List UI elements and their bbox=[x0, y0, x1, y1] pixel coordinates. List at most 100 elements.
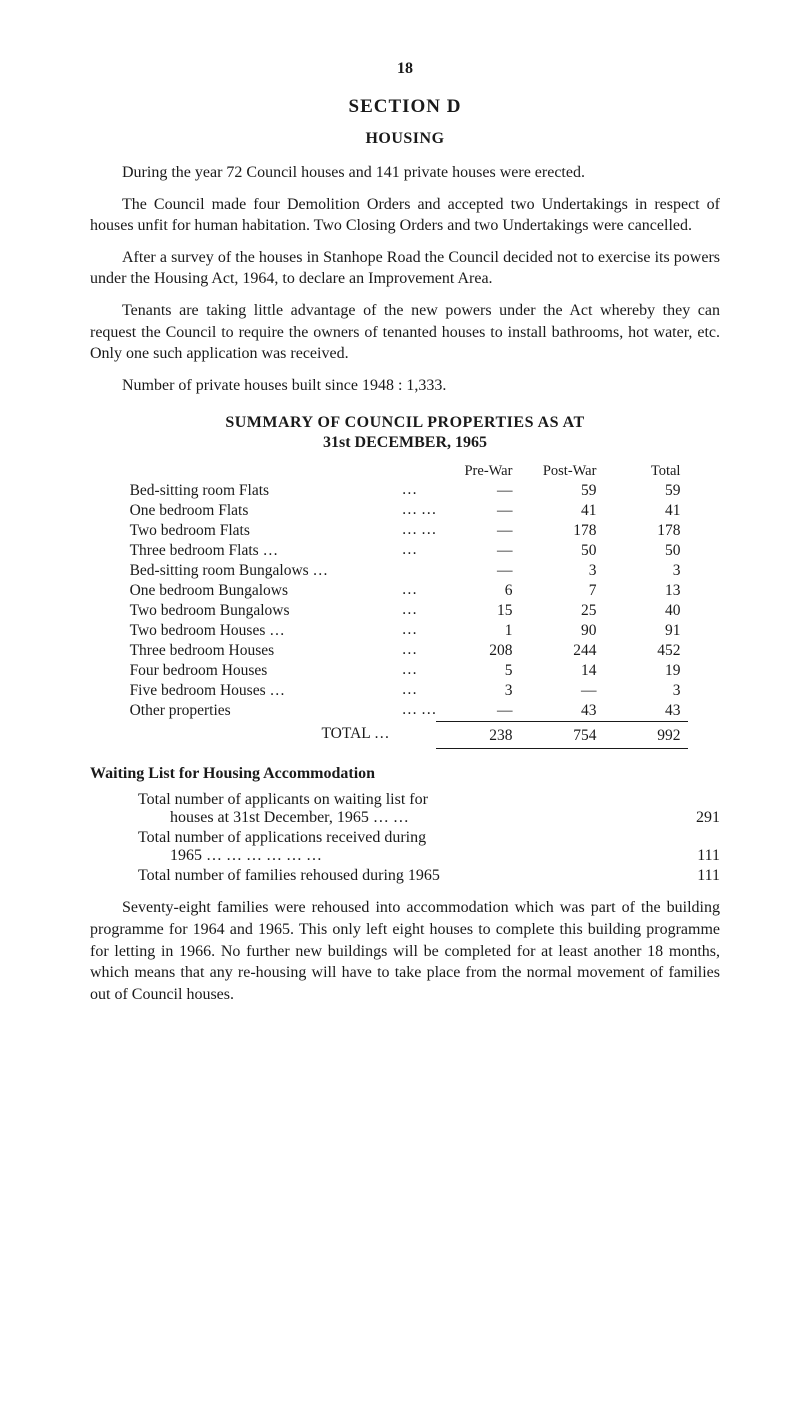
housing-heading: HOUSING bbox=[90, 130, 720, 148]
row-total: 59 bbox=[604, 481, 688, 501]
row-dots: … bbox=[402, 581, 437, 601]
row-dots: … bbox=[402, 481, 437, 501]
row-postwar: — bbox=[520, 681, 604, 701]
waiting-row-2-text: Total number of applications received du… bbox=[138, 829, 670, 865]
row-label: Two bedroom Bungalows bbox=[122, 601, 402, 621]
waiting-row-3: Total number of families rehoused during… bbox=[138, 867, 720, 885]
row-prewar: — bbox=[436, 541, 520, 561]
row-postwar: 7 bbox=[520, 581, 604, 601]
row-label: One bedroom Bungalows bbox=[122, 581, 402, 601]
row-total: 91 bbox=[604, 621, 688, 641]
paragraph-4: Tenants are taking little advantage of t… bbox=[90, 300, 720, 365]
waiting-row-1-text: Total number of applicants on waiting li… bbox=[138, 791, 670, 827]
row-label: Two bedroom Houses … bbox=[122, 621, 402, 641]
row-dots: … … bbox=[402, 521, 437, 541]
row-prewar: 5 bbox=[436, 661, 520, 681]
row-total: 43 bbox=[604, 701, 688, 722]
waiting-row-2: Total number of applications received du… bbox=[138, 829, 720, 865]
waiting-row-3-value: 111 bbox=[670, 867, 720, 885]
row-label: Four bedroom Houses bbox=[122, 661, 402, 681]
row-prewar: 6 bbox=[436, 581, 520, 601]
row-postwar: 244 bbox=[520, 641, 604, 661]
row-total: 3 bbox=[604, 681, 688, 701]
page-number: 18 bbox=[90, 60, 720, 78]
table-row: Other properties … … — 43 43 bbox=[122, 701, 689, 722]
total-total: 992 bbox=[604, 724, 688, 749]
row-postwar: 3 bbox=[520, 561, 604, 581]
total-row: TOTAL … 238 754 992 bbox=[122, 724, 689, 749]
paragraph-5: Number of private houses built since 194… bbox=[90, 375, 720, 397]
table-row: One bedroom Flats … … — 41 41 bbox=[122, 501, 689, 521]
row-prewar: — bbox=[436, 561, 520, 581]
table-row: Two bedroom Houses … … 1 90 91 bbox=[122, 621, 689, 641]
table-row: Three bedroom Houses … 208 244 452 bbox=[122, 641, 689, 661]
row-label: Two bedroom Flats bbox=[122, 521, 402, 541]
table-row: Three bedroom Flats … … — 50 50 bbox=[122, 541, 689, 561]
row-dots: … bbox=[402, 621, 437, 641]
row-total: 13 bbox=[604, 581, 688, 601]
total-postwar: 754 bbox=[520, 724, 604, 749]
table-row: Four bedroom Houses … 5 14 19 bbox=[122, 661, 689, 681]
row-postwar: 43 bbox=[520, 701, 604, 722]
page-container: 18 SECTION D HOUSING During the year 72 … bbox=[0, 0, 800, 1075]
row-prewar: — bbox=[436, 501, 520, 521]
row-prewar: 15 bbox=[436, 601, 520, 621]
row-label: Five bedroom Houses … bbox=[122, 681, 402, 701]
row-postwar: 41 bbox=[520, 501, 604, 521]
row-total: 452 bbox=[604, 641, 688, 661]
row-prewar: — bbox=[436, 701, 520, 722]
row-total: 41 bbox=[604, 501, 688, 521]
closing-paragraph: Seventy-eight families were rehoused int… bbox=[90, 897, 720, 1005]
row-dots: … … bbox=[402, 701, 437, 722]
row-postwar: 178 bbox=[520, 521, 604, 541]
paragraph-3: After a survey of the houses in Stanhope… bbox=[90, 247, 720, 290]
col-prewar: Pre-War bbox=[436, 462, 520, 481]
row-dots: … bbox=[402, 541, 437, 561]
row-total: 50 bbox=[604, 541, 688, 561]
col-total: Total bbox=[604, 462, 688, 481]
summary-title-line1: SUMMARY OF COUNCIL PROPERTIES AS AT bbox=[90, 414, 720, 432]
row-total: 40 bbox=[604, 601, 688, 621]
paragraph-2: The Council made four Demolition Orders … bbox=[90, 194, 720, 237]
section-title: SECTION D bbox=[90, 96, 720, 118]
row-label: Bed-sitting room Bungalows … bbox=[122, 561, 402, 581]
waiting-row-1: Total number of applicants on waiting li… bbox=[138, 791, 720, 827]
row-prewar: 3 bbox=[436, 681, 520, 701]
table-row: One bedroom Bungalows … 6 7 13 bbox=[122, 581, 689, 601]
table-header-row: Pre-War Post-War Total bbox=[122, 462, 689, 481]
row-prewar: — bbox=[436, 521, 520, 541]
row-postwar: 90 bbox=[520, 621, 604, 641]
row-label: One bedroom Flats bbox=[122, 501, 402, 521]
row-dots: … bbox=[402, 681, 437, 701]
waiting-heading: Waiting List for Housing Accommodation bbox=[90, 765, 720, 783]
row-dots bbox=[402, 561, 437, 581]
table-row: Bed-sitting room Bungalows … — 3 3 bbox=[122, 561, 689, 581]
row-total: 19 bbox=[604, 661, 688, 681]
row-dots: … … bbox=[402, 501, 437, 521]
col-postwar: Post-War bbox=[520, 462, 604, 481]
summary-title-line2: 31st DECEMBER, 1965 bbox=[90, 434, 720, 452]
row-prewar: — bbox=[436, 481, 520, 501]
row-label: Other properties bbox=[122, 701, 402, 722]
total-prewar: 238 bbox=[436, 724, 520, 749]
properties-table: Pre-War Post-War Total Bed-sitting room … bbox=[122, 462, 689, 749]
row-prewar: 1 bbox=[436, 621, 520, 641]
waiting-row-2-value: 111 bbox=[670, 847, 720, 865]
row-label: Three bedroom Flats … bbox=[122, 541, 402, 561]
row-postwar: 14 bbox=[520, 661, 604, 681]
row-label: Three bedroom Houses bbox=[122, 641, 402, 661]
waiting-row-3-text: Total number of families rehoused during… bbox=[138, 867, 670, 885]
row-label: Bed-sitting room Flats bbox=[122, 481, 402, 501]
table-row: Five bedroom Houses … … 3 — 3 bbox=[122, 681, 689, 701]
row-dots: … bbox=[402, 641, 437, 661]
row-prewar: 208 bbox=[436, 641, 520, 661]
row-postwar: 50 bbox=[520, 541, 604, 561]
row-postwar: 25 bbox=[520, 601, 604, 621]
row-postwar: 59 bbox=[520, 481, 604, 501]
waiting-row-1-value: 291 bbox=[670, 809, 720, 827]
row-dots: … bbox=[402, 601, 437, 621]
row-total: 3 bbox=[604, 561, 688, 581]
table-row: Bed-sitting room Flats … — 59 59 bbox=[122, 481, 689, 501]
waiting-block: Total number of applicants on waiting li… bbox=[138, 791, 720, 885]
paragraph-1: During the year 72 Council houses and 14… bbox=[90, 162, 720, 184]
